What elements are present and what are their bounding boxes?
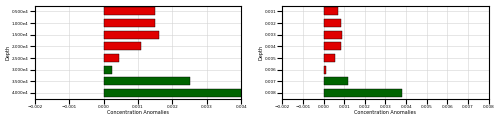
Bar [104,89,413,97]
Bar [324,54,335,62]
X-axis label: Concentration Anomalies: Concentration Anomalies [354,110,416,115]
Y-axis label: Depth: Depth [258,45,263,60]
Bar [104,19,155,27]
Bar [104,31,158,39]
X-axis label: Concentration Anomalies: Concentration Anomalies [107,110,169,115]
Bar [324,7,338,15]
Y-axis label: Depth: Depth [6,45,10,60]
Bar [104,42,142,50]
Bar [104,66,112,74]
Bar [324,89,402,97]
Bar [104,77,190,85]
Bar [104,7,155,15]
Bar [324,31,342,39]
Bar [324,66,326,74]
Bar [324,77,348,85]
Bar [104,54,119,62]
Bar [324,19,341,27]
Bar [324,42,341,50]
